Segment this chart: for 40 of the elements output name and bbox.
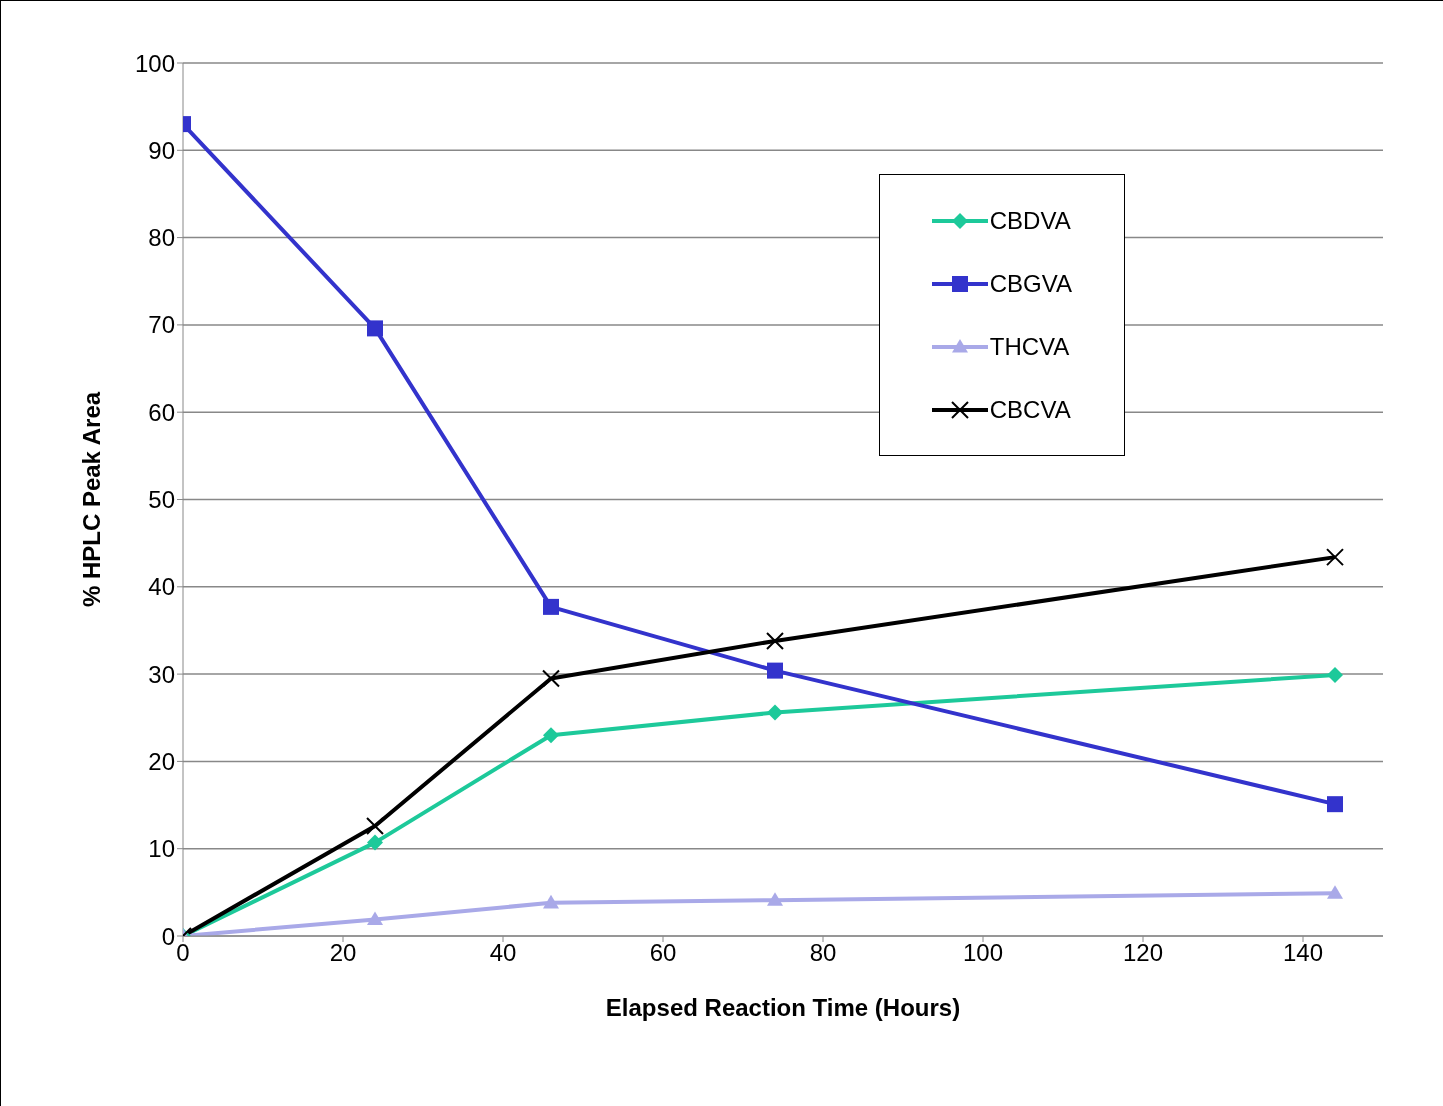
point [366, 817, 384, 835]
y-tick-label: 10 [148, 835, 175, 863]
y-tick-label: 40 [148, 573, 175, 601]
x-tick-label: 60 [649, 939, 677, 967]
y-tick-label: 0 [161, 922, 175, 950]
point [1327, 666, 1343, 683]
legend-label: CBCVA [989, 395, 1071, 424]
x-tick-label: 140 [1282, 939, 1324, 967]
point [767, 704, 783, 721]
legend-label: CBDVA [989, 206, 1071, 235]
point [767, 892, 783, 906]
x-axis-title: Elapsed Reaction Time (Hours) [605, 994, 961, 1021]
y-tick-label: 50 [148, 486, 175, 514]
point [543, 727, 559, 744]
y-tick-label: 30 [148, 660, 175, 688]
legend-label: THCVA [989, 332, 1070, 361]
y-tick-label: 80 [148, 224, 175, 252]
legend-label: CBGVA [989, 269, 1072, 298]
y-tick-label: 60 [148, 398, 175, 426]
y-axis-title: % HPLC Peak Area [77, 391, 105, 608]
x-tick-label: 40 [489, 939, 517, 967]
point [367, 911, 383, 926]
point [1326, 548, 1344, 567]
y-tick-label: 90 [148, 136, 175, 164]
y-tick-label: 100 [134, 49, 175, 77]
y-tick-label: 70 [148, 311, 175, 339]
x-tick-label: 20 [329, 939, 357, 967]
point [766, 631, 784, 650]
point [542, 669, 560, 688]
y-tick-label: 20 [148, 747, 175, 775]
point [1327, 796, 1343, 813]
point [1327, 885, 1343, 899]
point [367, 320, 383, 337]
point [543, 894, 559, 909]
x-tick-label: 80 [809, 939, 837, 967]
point [767, 662, 783, 679]
point [367, 834, 383, 851]
point [543, 598, 559, 615]
x-tick-label: 100 [962, 939, 1004, 967]
x-tick-label: 120 [1122, 939, 1164, 967]
